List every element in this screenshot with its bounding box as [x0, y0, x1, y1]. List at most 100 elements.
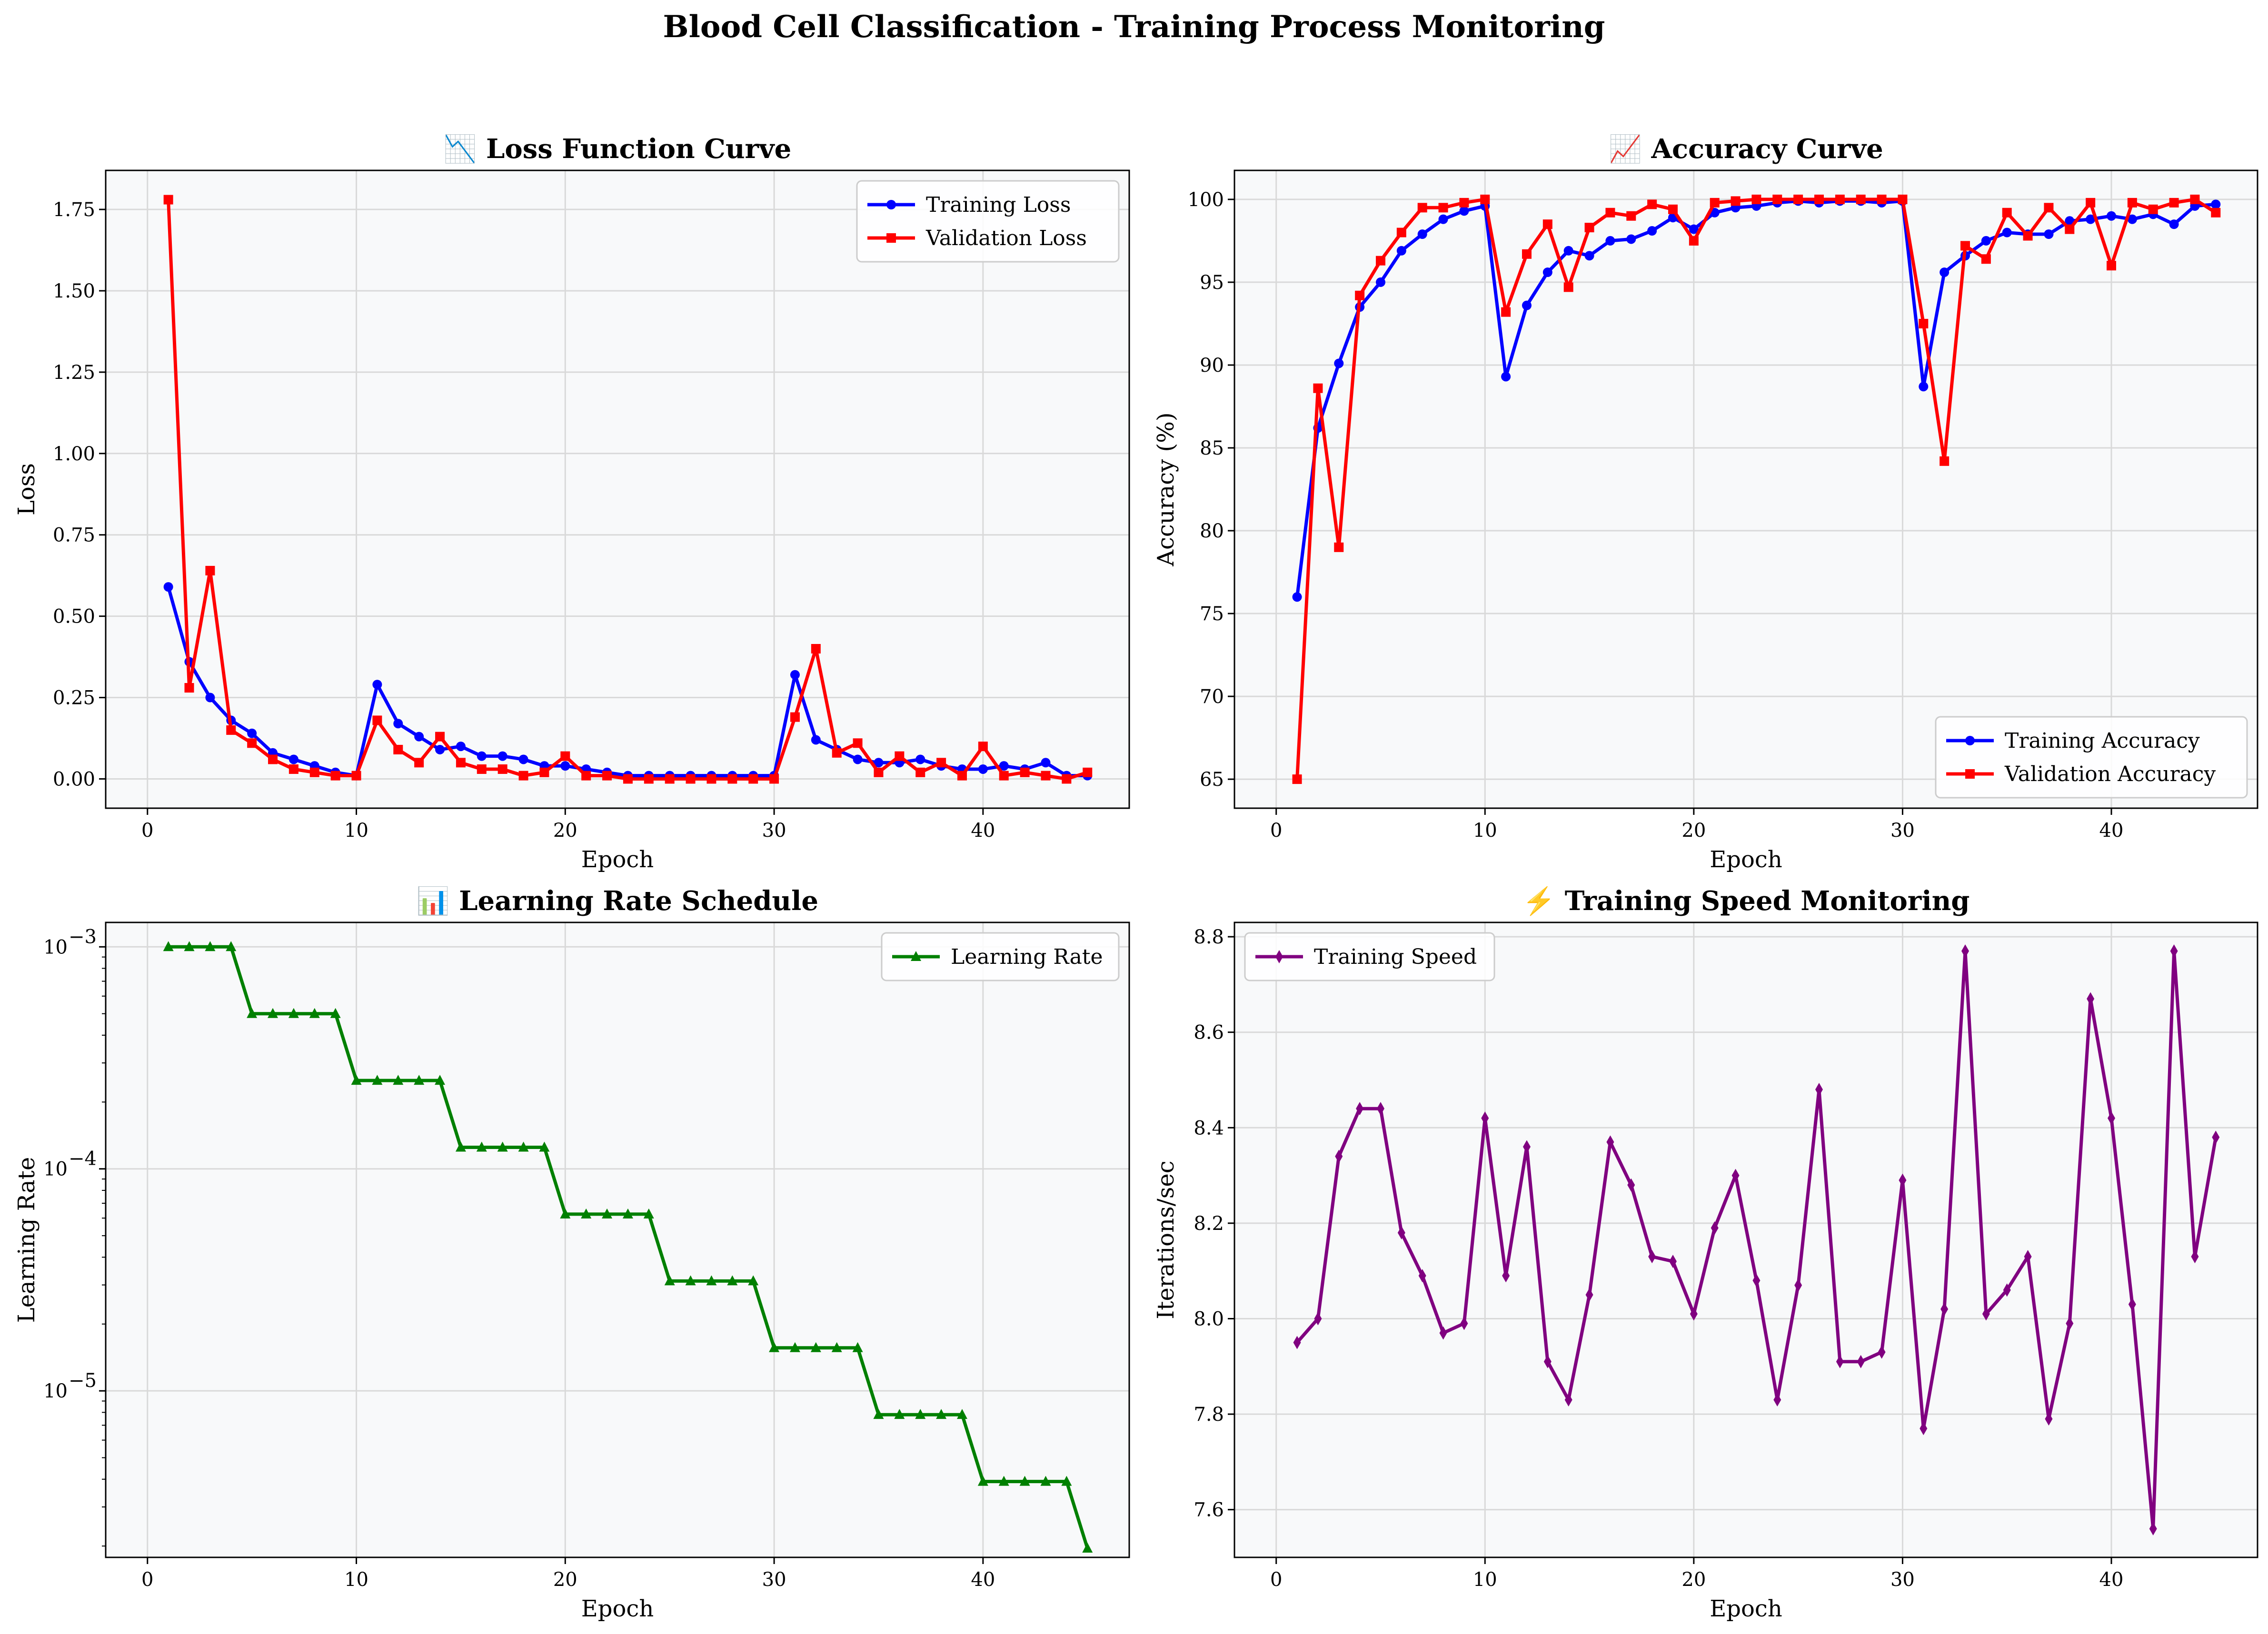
data-point: [268, 1008, 279, 1018]
data-point: [873, 1409, 884, 1419]
y-tick-label: 90: [1200, 355, 1224, 376]
data-point: [1919, 382, 1929, 392]
data-point: [769, 774, 779, 784]
data-point: [727, 1275, 738, 1286]
data-point: [2170, 944, 2178, 958]
data-point: [497, 764, 507, 774]
data-point: [748, 1275, 759, 1286]
data-point: [1814, 194, 1824, 204]
legend-label: Training Accuracy: [2005, 729, 2200, 753]
x-tick-label: 0: [141, 1569, 153, 1591]
data-point: [748, 774, 758, 784]
data-point: [999, 771, 1009, 781]
data-point: [852, 1342, 863, 1352]
legend-label: Validation Loss: [925, 226, 1087, 250]
data-point: [497, 751, 507, 761]
data-point: [602, 1208, 613, 1218]
data-point: [895, 751, 905, 761]
data-point: [2086, 198, 2096, 208]
x-axis-label: Epoch: [581, 1595, 654, 1622]
data-point: [1563, 282, 1573, 292]
y-tick-label: 8.8: [1194, 926, 1224, 948]
data-point: [1752, 1274, 1761, 1287]
x-tick-label: 30: [1890, 1569, 1915, 1591]
data-point: [518, 1141, 529, 1152]
data-point: [1082, 1543, 1093, 1553]
data-point: [1773, 1393, 1781, 1407]
data-point: [1836, 1355, 1844, 1368]
data-point: [518, 754, 528, 764]
data-point: [978, 742, 988, 752]
data-point: [1334, 358, 1344, 368]
data-point: [1710, 198, 1720, 208]
x-tick-label: 30: [762, 820, 786, 842]
legend-box: [881, 932, 1120, 981]
data-point: [1542, 219, 1552, 229]
y-tick-label: 1.50: [53, 280, 95, 302]
y-tick-label: 70: [1200, 686, 1224, 708]
data-point: [2045, 1412, 2053, 1426]
data-point: [1857, 1355, 1865, 1368]
data-point: [2148, 204, 2158, 214]
data-point: [247, 738, 257, 748]
data-point: [936, 758, 946, 768]
y-axis-label: Learning Rate: [13, 1157, 40, 1323]
data-point: [790, 670, 800, 680]
data-point: [1564, 1393, 1572, 1407]
legend-label: Training Loss: [926, 193, 1071, 217]
data-point: [2086, 214, 2096, 224]
data-point: [1961, 944, 1969, 958]
axes-frame: [1233, 921, 2258, 1558]
data-point: [393, 1075, 404, 1085]
data-point: [2003, 1283, 2011, 1297]
x-tick-label: 30: [1890, 820, 1915, 842]
data-point: [2107, 261, 2116, 271]
data-point: [664, 1275, 675, 1286]
data-point: [810, 1342, 821, 1352]
legend-marker: [1275, 950, 1283, 963]
legend-marker: [911, 951, 921, 961]
data-point: [2127, 198, 2137, 208]
data-point: [1626, 211, 1636, 221]
y-tick-label: 7.8: [1194, 1404, 1224, 1426]
data-point: [1563, 246, 1573, 256]
legend-box: [1244, 932, 1495, 981]
y-tick-label: 8.6: [1194, 1022, 1224, 1044]
data-point: [2169, 198, 2179, 208]
data-point: [1355, 290, 1365, 300]
data-point: [1772, 194, 1782, 204]
data-point: [2127, 214, 2137, 224]
data-point: [1835, 194, 1845, 204]
data-point: [456, 758, 466, 768]
data-point: [956, 1409, 967, 1419]
data-point: [602, 771, 612, 781]
data-point: [1019, 1476, 1030, 1486]
data-point: [372, 680, 382, 690]
panel-title: 📈 Accuracy Curve: [1609, 133, 1883, 165]
data-point: [1899, 1173, 1907, 1187]
data-point: [1898, 194, 1908, 204]
y-tick-label: 0.00: [53, 768, 95, 790]
data-point: [977, 1476, 988, 1486]
x-tick-label: 0: [1270, 820, 1282, 842]
data-point: [1731, 196, 1741, 206]
data-point: [2044, 229, 2054, 239]
y-tick-label: 0.75: [53, 525, 95, 546]
data-point: [1061, 1476, 1072, 1486]
data-point: [2211, 208, 2221, 218]
data-point: [2128, 1297, 2136, 1311]
x-axis-label: Epoch: [1710, 1595, 1782, 1622]
data-point: [393, 719, 403, 729]
data-point: [351, 1075, 362, 1085]
data-point: [226, 941, 237, 951]
data-point: [811, 644, 821, 654]
y-tick-label: 10: [43, 936, 68, 958]
data-point: [226, 725, 236, 735]
x-tick-label: 40: [2099, 1569, 2124, 1591]
data-point: [1585, 1288, 1593, 1302]
data-point: [1731, 1169, 1740, 1182]
data-point: [2169, 219, 2179, 229]
data-point: [1542, 267, 1552, 277]
data-point: [2065, 224, 2075, 234]
plot-area: [106, 922, 1129, 1557]
